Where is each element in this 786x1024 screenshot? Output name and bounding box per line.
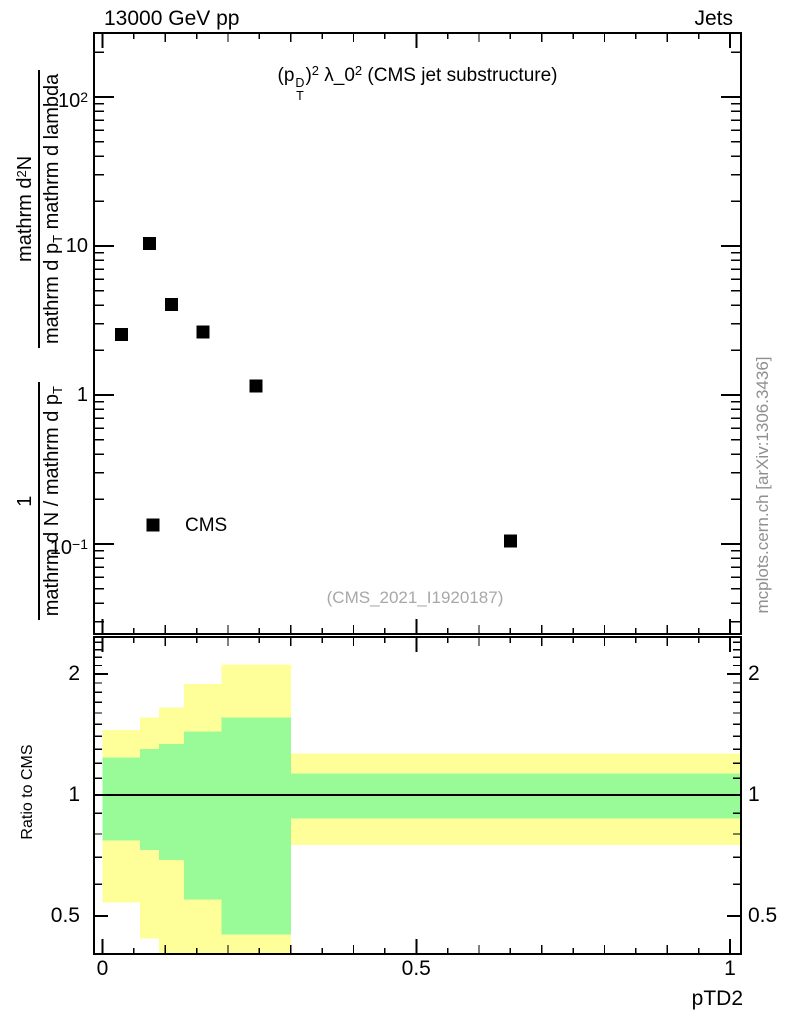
y-axis-tick-label: 102 <box>57 89 88 112</box>
ratio-tick-label-right: 1 <box>748 783 760 806</box>
header-beam-energy: 13000 GeV pp <box>104 7 240 30</box>
ratio-tick-label-left: 2 <box>68 662 80 685</box>
x-axis-tick-label: 0.5 <box>401 957 431 980</box>
analysis-id-watermark: (CMS_2021_I1920187) <box>326 588 504 607</box>
plot-title: (p D T)2 λ_02 (CMS jet substructure) <box>277 63 558 103</box>
header-analysis-group: Jets <box>694 7 733 30</box>
y-axis-label-fraction-1: 1 mathrm d N / mathrm d pT <box>13 382 67 621</box>
ratio-tick-label-right: 2 <box>748 662 760 685</box>
x-axis-tick-label: 0 <box>96 957 109 980</box>
ratio-tick-label-right: 0.5 <box>748 904 778 927</box>
y-axis-tick-label: 10 <box>65 235 88 257</box>
legend-label-cms: CMS <box>185 515 228 536</box>
x-axis-label: pTD2 <box>691 987 743 1010</box>
ratio-axis-label: Ratio to CMS <box>19 744 36 840</box>
ratio-tick-label-left: 0.5 <box>50 904 80 927</box>
x-axis-tick-label: 1 <box>724 957 736 980</box>
y-axis-label: 1 mathrm d N / mathrm d pT mathrm d2N ma… <box>2 35 78 655</box>
y-axis-tick-label: 10−1 <box>49 536 88 559</box>
y-axis-tick-label: 1 <box>76 384 88 406</box>
ratio-tick-label-left: 1 <box>68 783 80 806</box>
mcplots-arxiv-note: mcplots.cern.ch [arXiv:1306.3436] <box>753 356 772 614</box>
